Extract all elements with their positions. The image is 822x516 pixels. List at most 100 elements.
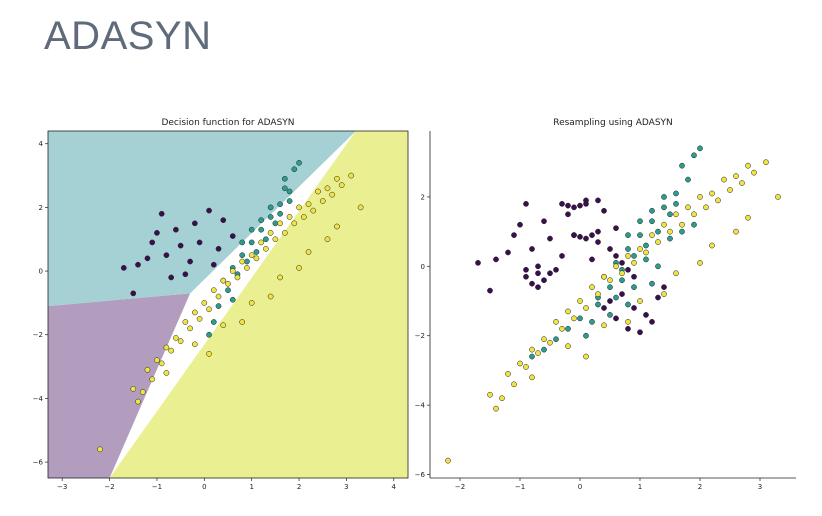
scatter-point bbox=[709, 190, 715, 197]
scatter-point bbox=[258, 239, 265, 246]
scatter-point bbox=[595, 239, 601, 245]
y-tick-label: 2 bbox=[39, 204, 43, 212]
scatter-point bbox=[263, 236, 269, 243]
scatter-point bbox=[263, 245, 269, 252]
scatter-point bbox=[553, 336, 559, 343]
scatter-point bbox=[267, 214, 274, 220]
scatter-point bbox=[625, 266, 631, 273]
scatter-point bbox=[305, 249, 312, 255]
scatter-point bbox=[733, 173, 739, 179]
scatter-point bbox=[709, 242, 715, 249]
scatter-point bbox=[244, 265, 250, 271]
scatter-point bbox=[553, 319, 559, 325]
scatter-point bbox=[577, 233, 583, 240]
scatter-point bbox=[277, 201, 283, 208]
scatter-point bbox=[239, 239, 246, 246]
scatter-point bbox=[577, 315, 583, 322]
scatter-point bbox=[559, 325, 565, 332]
scatter-point bbox=[619, 260, 625, 266]
y-tick-label: −2 bbox=[33, 331, 43, 339]
scatter-point bbox=[445, 457, 451, 464]
scatter-point bbox=[589, 319, 595, 325]
scatter-point bbox=[234, 274, 241, 281]
scatter-point bbox=[661, 194, 667, 200]
scatter-point bbox=[613, 225, 619, 232]
scatter-point bbox=[751, 169, 757, 176]
scatter-point bbox=[637, 246, 643, 252]
scatter-point bbox=[215, 303, 222, 309]
scatter-point bbox=[272, 236, 279, 243]
resampling-svg: Resampling using ADASYN −2 −1 0 1 2 3 −6 −4 −2 0 2 bbox=[415, 118, 796, 491]
scatter-point bbox=[535, 263, 541, 270]
scatter-point bbox=[595, 197, 601, 204]
scatter-point bbox=[673, 270, 679, 277]
scatter-point bbox=[577, 298, 583, 304]
scatter-point bbox=[277, 220, 283, 227]
scatter-point bbox=[589, 232, 595, 238]
decision-function-svg: Decision function for ADASYN −3 −2 −1 0 1 2 3 4 −… bbox=[33, 118, 409, 491]
scatter-point bbox=[607, 298, 613, 304]
scatter-point bbox=[315, 188, 321, 195]
scatter-point bbox=[229, 268, 236, 274]
scatter-point bbox=[201, 300, 208, 306]
scatter-point bbox=[631, 260, 637, 266]
scatter-point bbox=[505, 249, 511, 256]
scatter-point bbox=[625, 301, 631, 308]
scatter-point bbox=[535, 284, 541, 290]
scatter-point bbox=[631, 273, 637, 280]
scatter-point bbox=[517, 360, 523, 367]
scatter-point bbox=[267, 204, 274, 211]
x-tick-label: 4 bbox=[392, 483, 397, 491]
scatter-point bbox=[206, 207, 212, 214]
scatter-point bbox=[149, 376, 156, 383]
region-class-0 bbox=[48, 293, 191, 478]
x-tick-label: −2 bbox=[455, 483, 465, 491]
scatter-point bbox=[523, 201, 529, 207]
scatter-point bbox=[643, 312, 649, 318]
scatter-point bbox=[296, 204, 302, 211]
scatter-point bbox=[619, 277, 625, 284]
scatter-point bbox=[559, 201, 565, 207]
scatter-point bbox=[691, 152, 697, 159]
scatter-point bbox=[258, 217, 265, 223]
scatter-point bbox=[643, 242, 649, 249]
scatter-point bbox=[541, 218, 547, 225]
scatter-point bbox=[691, 221, 697, 228]
scatter-point bbox=[300, 214, 307, 220]
scatter-point bbox=[144, 366, 151, 373]
scatter-point bbox=[631, 284, 637, 290]
scatter-point bbox=[329, 191, 336, 198]
x-tick-label: 1 bbox=[638, 483, 642, 491]
scatter-point bbox=[661, 291, 667, 297]
scatter-point bbox=[541, 346, 547, 353]
scatter-point bbox=[589, 256, 595, 263]
scatter-point bbox=[144, 255, 151, 262]
scatter-point bbox=[595, 291, 601, 297]
scatter-point bbox=[637, 218, 643, 225]
scatter-point bbox=[258, 226, 265, 233]
x-tick-label: 3 bbox=[344, 483, 348, 491]
scatter-point bbox=[239, 319, 246, 325]
scatter-point bbox=[583, 332, 589, 339]
scatter-point bbox=[291, 220, 298, 227]
scatter-point bbox=[348, 172, 355, 179]
scatter-point bbox=[135, 261, 141, 268]
y-tick-label: −2 bbox=[415, 332, 425, 340]
scatter-point bbox=[613, 253, 619, 259]
scatter-point bbox=[715, 197, 721, 204]
y-tick-label: 2 bbox=[421, 193, 425, 201]
scatter-point bbox=[529, 374, 535, 381]
scatter-point bbox=[168, 347, 175, 354]
resampling-chart: Resampling using ADASYN −2 −1 0 1 2 3 −6 −4 −2 0 2 bbox=[410, 118, 810, 498]
scatter-point bbox=[357, 204, 364, 211]
scatter-point bbox=[547, 270, 553, 277]
scatter-point bbox=[661, 284, 667, 290]
scatter-point bbox=[607, 284, 613, 290]
scatter-point bbox=[244, 258, 250, 265]
scatter-point bbox=[324, 236, 331, 243]
scatter-point bbox=[541, 277, 547, 284]
scatter-point bbox=[253, 255, 260, 262]
scatter-point bbox=[625, 325, 631, 332]
scatter-point bbox=[631, 305, 637, 311]
scatter-point bbox=[220, 322, 227, 329]
